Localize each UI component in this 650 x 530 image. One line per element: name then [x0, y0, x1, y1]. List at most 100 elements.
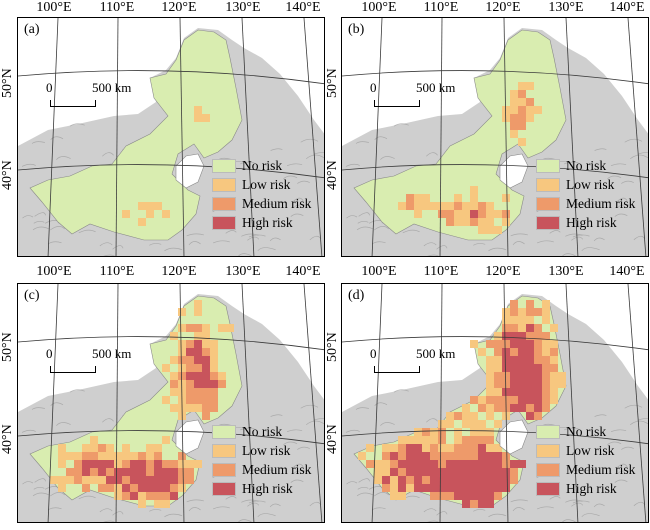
risk-cell: [454, 460, 462, 468]
risk-cell: [486, 500, 494, 508]
risk-cell: [502, 348, 510, 356]
terrain-ridge: [56, 422, 71, 426]
risk-cell: [74, 452, 82, 460]
risk-cell: [186, 468, 194, 476]
graticule-meridian: [241, 284, 255, 522]
graticule-meridian: [565, 18, 579, 256]
terrain-ridge: [371, 507, 386, 511]
risk-cell: [122, 484, 130, 492]
lat-label: 40°N: [0, 424, 15, 454]
terrain-ridge: [112, 245, 124, 250]
risk-cell: [178, 476, 186, 484]
risk-cell: [170, 484, 178, 492]
risk-cell: [130, 460, 138, 468]
risk-cell: [218, 380, 226, 388]
risk-cell: [534, 380, 542, 388]
legend-item-no-risk: No risk: [212, 422, 324, 441]
risk-cell: [438, 460, 446, 468]
risk-cell: [446, 210, 454, 218]
risk-cell: [534, 388, 542, 396]
panel-label: (d): [348, 288, 365, 303]
graticule-parallel: [18, 70, 324, 85]
terrain-ridge: [225, 230, 237, 234]
legend-item-high-risk: High risk: [212, 213, 324, 232]
terrain-ridge: [225, 496, 237, 500]
risk-cell: [478, 396, 486, 404]
risk-cell: [550, 396, 558, 404]
terrain-ridge: [240, 161, 255, 165]
terrain-ridge: [99, 242, 113, 247]
risk-cell: [438, 484, 446, 492]
risk-cell: [146, 492, 154, 500]
risk-cell: [526, 348, 534, 356]
study-region: [353, 29, 567, 241]
terrain-ridge: [565, 233, 583, 237]
risk-cell: [178, 468, 186, 476]
risk-cell: [178, 356, 186, 364]
risk-cell: [178, 364, 186, 372]
graticule-meridian: [627, 18, 647, 256]
risk-cell: [170, 404, 178, 412]
legend-label: No risk: [242, 157, 283, 173]
risk-cell: [486, 444, 494, 452]
terrain-ridge: [240, 427, 255, 431]
risk-cell: [194, 364, 202, 372]
terrain-ridge: [149, 243, 162, 246]
risk-cell: [218, 372, 226, 380]
terrain-ridge: [512, 507, 525, 512]
terrain-ridge: [510, 499, 528, 503]
risk-cell: [478, 476, 486, 484]
risk-cell: [550, 372, 558, 380]
risk-cell: [542, 404, 550, 412]
legend-swatch: [212, 481, 236, 496]
terrain-ridge: [22, 215, 34, 219]
risk-cell: [186, 348, 194, 356]
terrain-ridge: [164, 247, 183, 252]
terrain-ridge: [313, 418, 324, 421]
risk-cell: [454, 210, 462, 218]
risk-cell: [178, 460, 186, 468]
risk-cell: [486, 460, 494, 468]
risk-cell: [462, 452, 470, 460]
terrain-ridge: [188, 507, 201, 512]
risk-cell: [406, 460, 414, 468]
terrain-ridge: [393, 123, 409, 127]
terrain-ridge: [581, 247, 600, 252]
risk-cell: [502, 372, 510, 380]
risk-cell: [526, 332, 534, 340]
graticule-parallel: [18, 430, 324, 445]
risk-cell: [550, 380, 558, 388]
risk-cell: [430, 476, 438, 484]
risk-cell: [58, 476, 66, 484]
risk-cell: [398, 436, 406, 444]
risk-cell: [154, 476, 162, 484]
terrain-ridge: [564, 161, 579, 165]
risk-cell: [382, 444, 390, 452]
risk-cell: [534, 324, 542, 332]
risk-cell: [390, 484, 398, 492]
legend-label: Low risk: [566, 442, 615, 458]
risk-cell: [510, 300, 518, 308]
risk-cell: [82, 484, 90, 492]
terrain-ridge: [269, 503, 281, 508]
risk-cell: [154, 444, 162, 452]
risk-cell: [194, 332, 202, 340]
terrain-ridge: [380, 422, 395, 426]
risk-cell: [494, 460, 502, 468]
risk-cell: [194, 348, 202, 356]
graticule-meridian: [179, 18, 185, 256]
lon-label: 120°E: [161, 0, 197, 15]
legend-label: No risk: [566, 423, 607, 439]
risk-cell: [414, 460, 422, 468]
legend-label: No risk: [242, 423, 283, 439]
terrain-ridge: [610, 429, 627, 433]
risk-cell: [178, 372, 186, 380]
risk-cell: [518, 114, 526, 122]
risk-cell: [422, 436, 430, 444]
graticule-parallel: [18, 164, 324, 179]
terrain-ridge: [374, 136, 388, 141]
graticule-meridian: [565, 284, 579, 522]
terrain-ridge: [536, 506, 554, 510]
risk-cell: [534, 372, 542, 380]
risk-cell: [542, 356, 550, 364]
